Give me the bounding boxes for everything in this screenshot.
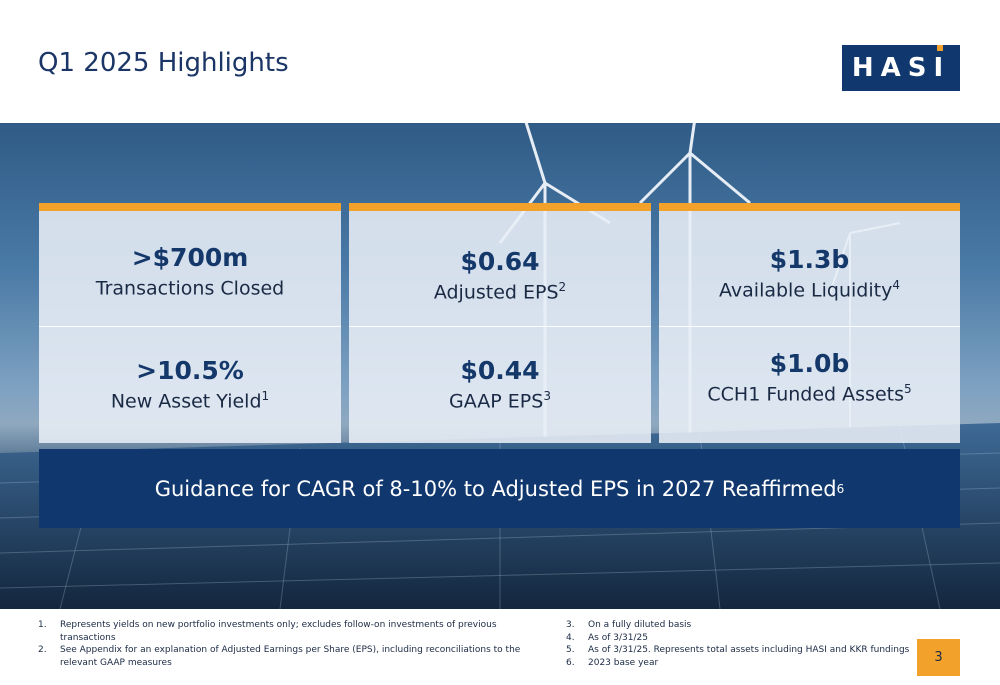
footnote-number: 3. — [566, 620, 575, 630]
stat-new-asset-yield: >10.5% New Asset Yield1 — [39, 356, 341, 412]
card-divider — [349, 326, 651, 327]
stat-label: Available Liquidity4 — [659, 278, 960, 301]
guidance-banner: Guidance for CAGR of 8-10% to Adjusted E… — [39, 449, 960, 528]
footnote-item: 2. See Appendix for an explanation of Adj… — [38, 644, 548, 669]
guidance-text: Guidance for CAGR of 8-10% to Adjusted E… — [154, 476, 837, 501]
footnote-item: 6. 2023 base year — [566, 657, 911, 670]
footnote-number: 5. — [566, 645, 575, 655]
page-number: 3 — [917, 639, 960, 676]
card-accent-bar — [659, 203, 960, 211]
footnote-text: On a fully diluted basis — [588, 620, 692, 630]
stat-label: Transactions Closed — [39, 276, 341, 299]
footnote-ref: 5 — [903, 382, 912, 396]
footnote-text: As of 3/31/25 — [588, 632, 648, 643]
stat-adjusted-eps: $0.64 Adjusted EPS2 — [349, 247, 651, 303]
stat-value: $0.64 — [460, 247, 540, 276]
hasi-logo: HASI — [842, 45, 960, 91]
page-title: Q1 2025 Highlights — [38, 48, 289, 78]
stat-label: Adjusted EPS2 — [349, 280, 651, 303]
stat-label: CCH1 Funded Assets5 — [659, 382, 960, 405]
stat-available-liquidity: $1.3b Available Liquidity4 — [659, 245, 960, 301]
card-divider — [659, 326, 960, 327]
stat-value: $1.0b — [769, 349, 850, 378]
logo-text: HASI — [851, 53, 951, 83]
stat-label-text: GAAP EPS — [449, 390, 544, 413]
stat-transactions-closed: >$700m Transactions Closed — [39, 243, 341, 299]
footnote-text: As of 3/31/25. Represents total assets i… — [588, 645, 910, 655]
footnote-item: 4. As of 3/31/25 — [566, 632, 911, 645]
card-accent-bar — [349, 203, 651, 211]
stat-cch1-funded-assets: $1.0b CCH1 Funded Assets5 — [659, 349, 960, 405]
stat-label: GAAP EPS3 — [349, 389, 651, 412]
footnote-ref: 6 — [836, 481, 845, 496]
stat-value: >10.5% — [136, 356, 244, 385]
stat-label-text: New Asset Yield — [110, 390, 262, 413]
highlight-card-3: $1.3b Available Liquidity4 $1.0b CCH1 Fu… — [659, 203, 960, 443]
footnote-ref: 2 — [558, 280, 567, 294]
footnote-ref: 1 — [261, 389, 270, 403]
stat-value: >$700m — [131, 243, 249, 272]
card-divider — [39, 326, 341, 327]
highlight-card-2: $0.64 Adjusted EPS2 $0.44 GAAP EPS3 — [349, 203, 651, 443]
stat-label: New Asset Yield1 — [39, 389, 341, 412]
footnotes-left: 1. Represents yields on new portfolio inv… — [38, 619, 548, 669]
footnote-text: 2023 base year — [588, 657, 659, 668]
card-accent-bar — [39, 203, 341, 211]
footnote-text: See Appendix for an explanation of Adjus… — [60, 645, 521, 668]
stat-label-text: CCH1 Funded Assets — [707, 383, 904, 406]
footnote-text: Represents yields on new portfolio inves… — [60, 620, 497, 643]
stat-label-text: Transactions Closed — [95, 277, 285, 300]
stat-gaap-eps: $0.44 GAAP EPS3 — [349, 356, 651, 412]
footnotes-right: 3. On a fully diluted basis 4. As of 3/31/… — [566, 619, 911, 669]
stat-label-text: Adjusted EPS — [433, 281, 559, 304]
footnote-ref: 4 — [892, 278, 900, 292]
footnote-ref: 3 — [543, 389, 551, 403]
footnote-item: 3. On a fully diluted basis — [566, 619, 911, 632]
stat-label-text: Available Liquidity — [719, 279, 893, 302]
footnote-number: 1. — [38, 620, 47, 630]
footnote-number: 6. — [566, 657, 575, 668]
footnote-item: 5. As of 3/31/25. Represents total assets… — [566, 644, 911, 657]
footnote-number: 4. — [566, 632, 575, 643]
stat-value: $0.44 — [460, 356, 540, 385]
footnote-number: 2. — [38, 645, 47, 655]
stat-value: $1.3b — [769, 245, 850, 274]
highlight-card-1: >$700m Transactions Closed >10.5% New As… — [39, 203, 341, 443]
footnote-item: 1. Represents yields on new portfolio inv… — [38, 619, 548, 644]
logo-accent-dot — [937, 45, 943, 51]
